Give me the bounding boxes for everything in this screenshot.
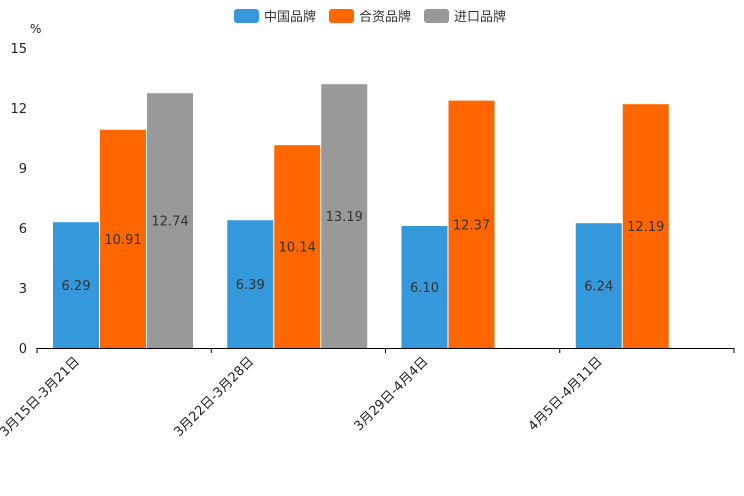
bar-3-series-2[interactable] <box>448 100 495 348</box>
legend-swatch-1[interactable] <box>234 9 259 23</box>
y-tick-label-6: 15 <box>10 42 27 57</box>
y-tick-label-3: 6 <box>19 222 27 237</box>
data-label-4-series-2: 12.19 <box>627 220 664 235</box>
bar-1-series-2[interactable] <box>100 129 146 348</box>
bar-2-series-3[interactable] <box>321 84 368 348</box>
legend: 中国品牌 合资品牌 进口品牌 <box>234 9 506 25</box>
y-axis-unit: % <box>30 22 41 36</box>
data-label-3-series-1: 6.10 <box>410 281 439 296</box>
data-label-3-series-2: 12.37 <box>453 218 490 233</box>
bar-4-series-1[interactable] <box>575 223 622 348</box>
data-label-1-series-3: 12.74 <box>151 215 188 230</box>
y-tick-label-5: 12 <box>10 102 27 117</box>
x-tick-label-3: 3月29日-4月4日 <box>352 354 432 434</box>
bars <box>53 84 669 348</box>
y-tick-label-1: 0 <box>19 342 27 357</box>
legend-swatch-2[interactable] <box>329 9 354 23</box>
value-labels: 6.29 10.91 12.74 6.39 10.14 13.19 6.10 12.37 6.2… <box>62 210 665 296</box>
x-tick-label-1: 3月15日-3月21日 <box>0 354 83 440</box>
x-tick-label-2: 3月22日-3月28日 <box>171 354 257 440</box>
bar-2-series-1[interactable] <box>227 220 274 348</box>
data-label-4-series-1: 6.24 <box>584 280 613 295</box>
bar-1-series-1[interactable] <box>53 222 99 348</box>
x-tick-label-4: 4月5日-4月11日 <box>526 354 606 434</box>
y-tick-label-4: 9 <box>19 162 27 177</box>
x-axis: 3月15日-3月21日 3月22日-3月28日 3月29日-4月4日 4月5日-4月1… <box>0 348 735 440</box>
legend-label-3[interactable]: 进口品牌 <box>454 9 506 25</box>
bar-1-series-3[interactable] <box>147 93 193 348</box>
legend-label-2[interactable]: 合资品牌 <box>359 9 411 25</box>
y-tick-label-2: 3 <box>19 282 27 297</box>
bar-2-series-2[interactable] <box>274 145 321 348</box>
data-label-2-series-1: 6.39 <box>236 278 265 293</box>
legend-swatch-3[interactable] <box>424 9 449 23</box>
data-label-1-series-1: 6.29 <box>62 279 91 294</box>
bar-3-series-1[interactable] <box>401 226 448 348</box>
legend-label-1[interactable]: 中国品牌 <box>264 9 316 25</box>
data-label-2-series-3: 13.19 <box>326 210 363 225</box>
y-axis: 0 3 6 9 12 15 <box>10 42 27 357</box>
bar-4-series-2[interactable] <box>622 104 669 348</box>
data-label-1-series-2: 10.91 <box>104 233 141 248</box>
data-label-2-series-2: 10.14 <box>279 241 316 256</box>
